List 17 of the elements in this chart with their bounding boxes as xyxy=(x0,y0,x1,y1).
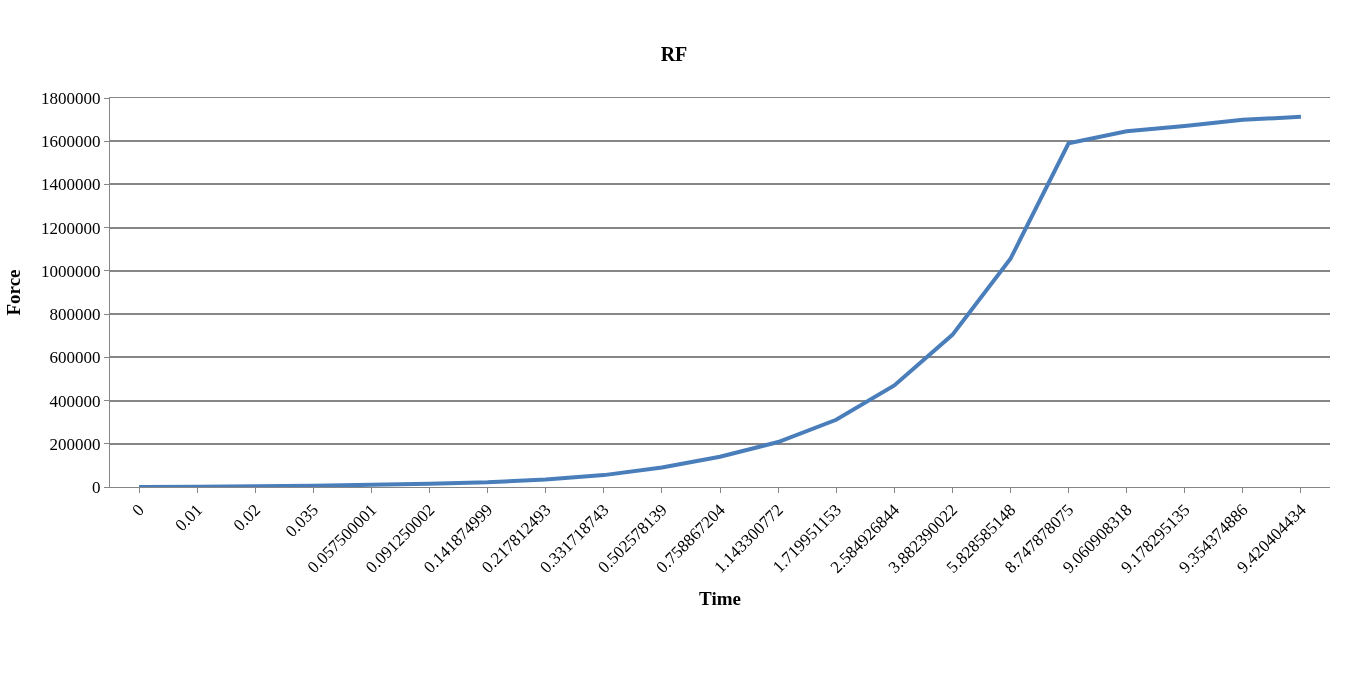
x-tick-label: 0.02 xyxy=(229,500,265,535)
y-tick-label: 400000 xyxy=(49,391,101,411)
x-tick-label: 0 xyxy=(128,500,148,520)
y-tick-label: 200000 xyxy=(49,434,101,454)
y-tick-label: 600000 xyxy=(49,348,101,368)
x-axis-title: Time xyxy=(699,587,741,609)
y-tick-label: 0 xyxy=(92,477,101,497)
y-tick-label: 1000000 xyxy=(41,261,101,281)
y-tick-label: 1600000 xyxy=(41,132,101,152)
y-axis-title: Force xyxy=(2,269,24,316)
y-tick-label: 1200000 xyxy=(41,218,101,238)
y-tick-label: 800000 xyxy=(49,305,101,325)
x-tick-label: 0.01 xyxy=(171,500,206,535)
y-tick-label: 1400000 xyxy=(41,175,101,195)
chart-title: RF xyxy=(660,43,688,66)
line-series xyxy=(137,114,1303,487)
y-tick-label: 1800000 xyxy=(41,88,101,108)
